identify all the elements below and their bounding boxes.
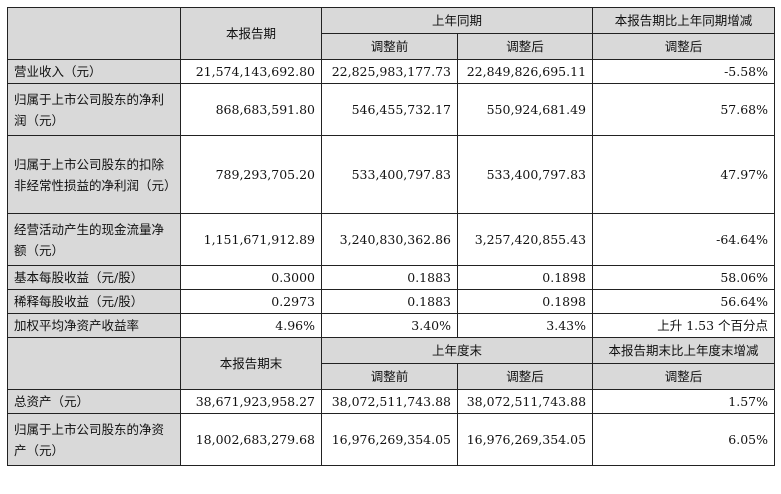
- row-label: 归属于上市公司股东的净利润（元）: [7, 83, 181, 136]
- table-row: 加权平均净资产收益率 4.96% 3.40% 3.43% 上升 1.53 个百分…: [7, 313, 776, 338]
- header-current-period: 本报告期: [180, 7, 322, 60]
- table-row: 经营活动产生的现金流量净额（元） 1,151,671,912.89 3,240,…: [7, 213, 776, 266]
- row-label: 营业收入（元）: [7, 59, 181, 84]
- header-change-after-adjustment: 调整后: [592, 33, 776, 60]
- current-value: 1,151,671,912.89: [180, 213, 322, 266]
- change-value: 6.05%: [592, 413, 776, 466]
- before-value: 533,400,797.83: [321, 135, 458, 214]
- table-row: 稀释每股收益（元/股） 0.2973 0.1883 0.1898 56.64%: [7, 289, 776, 314]
- header-prior-year-end: 上年度末: [320, 337, 594, 364]
- header-change: 本报告期末比上年度末增减: [592, 337, 776, 364]
- before-value: 0.1883: [321, 265, 458, 290]
- row-label: 稀释每股收益（元/股）: [7, 289, 181, 314]
- header-prior-period: 上年同期: [320, 7, 594, 34]
- header-after-adjustment: 调整后: [456, 363, 594, 390]
- before-value: 3,240,830,362.86: [321, 213, 458, 266]
- change-value: 57.68%: [592, 83, 776, 136]
- header-before-adjustment: 调整前: [321, 363, 458, 390]
- after-value: 3,257,420,855.43: [456, 213, 594, 266]
- change-value: 56.64%: [592, 289, 776, 314]
- current-value: 4.96%: [180, 313, 322, 338]
- after-value: 22,849,826,695.11: [456, 59, 594, 84]
- change-value: 47.97%: [592, 135, 776, 214]
- after-value: 0.1898: [456, 289, 594, 314]
- header-after-adjustment: 调整后: [456, 33, 594, 60]
- after-value: 3.43%: [456, 313, 594, 338]
- table-row: 总资产（元） 38,671,923,958.27 38,072,511,743.…: [7, 389, 776, 414]
- current-value: 0.3000: [180, 265, 322, 290]
- change-value: 58.06%: [592, 265, 776, 290]
- header-before-adjustment: 调整前: [321, 33, 458, 60]
- table-row: 归属于上市公司股东的净资产（元） 18,002,683,279.68 16,97…: [7, 413, 776, 466]
- before-value: 0.1883: [321, 289, 458, 314]
- current-value: 868,683,591.80: [180, 83, 322, 136]
- header-change-after-adjustment: 调整后: [592, 363, 776, 390]
- after-value: 16,976,269,354.05: [456, 413, 594, 466]
- financial-summary-table: 本报告期 上年同期 本报告期比上年同期增减 调整前 调整后 调整后 营业收入（元…: [7, 7, 776, 466]
- current-value: 38,671,923,958.27: [180, 389, 322, 414]
- row-label: 归属于上市公司股东的扣除非经常性损益的净利润（元）: [7, 135, 181, 214]
- section2-subheader-row: 调整前 调整后 调整后: [8, 363, 776, 390]
- header-blank-cell: [7, 7, 181, 60]
- header-blank-cell: [7, 337, 181, 390]
- current-value: 21,574,143,692.80: [180, 59, 322, 84]
- before-value: 3.40%: [321, 313, 458, 338]
- current-value: 18,002,683,279.68: [180, 413, 322, 466]
- change-value: 1.57%: [592, 389, 776, 414]
- section2-header-row: 本报告期末 上年度末 本报告期末比上年度末增减: [7, 337, 776, 390]
- header-change: 本报告期比上年同期增减: [592, 7, 776, 34]
- before-value: 546,455,732.17: [321, 83, 458, 136]
- table-row: 基本每股收益（元/股） 0.3000 0.1883 0.1898 58.06%: [7, 265, 776, 290]
- current-value: 0.2973: [180, 289, 322, 314]
- row-label: 总资产（元）: [7, 389, 181, 414]
- table-row: 营业收入（元） 21,574,143,692.80 22,825,983,177…: [7, 59, 776, 84]
- table-row: 归属于上市公司股东的扣除非经常性损益的净利润（元） 789,293,705.20…: [7, 135, 776, 214]
- before-value: 22,825,983,177.73: [321, 59, 458, 84]
- current-value: 789,293,705.20: [180, 135, 322, 214]
- after-value: 550,924,681.49: [456, 83, 594, 136]
- before-value: 38,072,511,743.88: [321, 389, 458, 414]
- change-value: -5.58%: [592, 59, 776, 84]
- row-label: 加权平均净资产收益率: [7, 313, 181, 338]
- after-value: 38,072,511,743.88: [456, 389, 594, 414]
- header-period-end: 本报告期末: [180, 337, 322, 390]
- after-value: 533,400,797.83: [456, 135, 594, 214]
- change-value: -64.64%: [592, 213, 776, 266]
- row-label: 归属于上市公司股东的净资产（元）: [7, 413, 181, 466]
- table-row: 归属于上市公司股东的净利润（元） 868,683,591.80 546,455,…: [7, 83, 776, 136]
- before-value: 16,976,269,354.05: [321, 413, 458, 466]
- row-label: 经营活动产生的现金流量净额（元）: [7, 213, 181, 266]
- row-label: 基本每股收益（元/股）: [7, 265, 181, 290]
- section1-subheader-row: 调整前 调整后 调整后: [8, 33, 776, 60]
- change-value: 上升 1.53 个百分点: [592, 313, 776, 338]
- section1-header-row: 本报告期 上年同期 本报告期比上年同期增减: [7, 7, 776, 60]
- after-value: 0.1898: [456, 265, 594, 290]
